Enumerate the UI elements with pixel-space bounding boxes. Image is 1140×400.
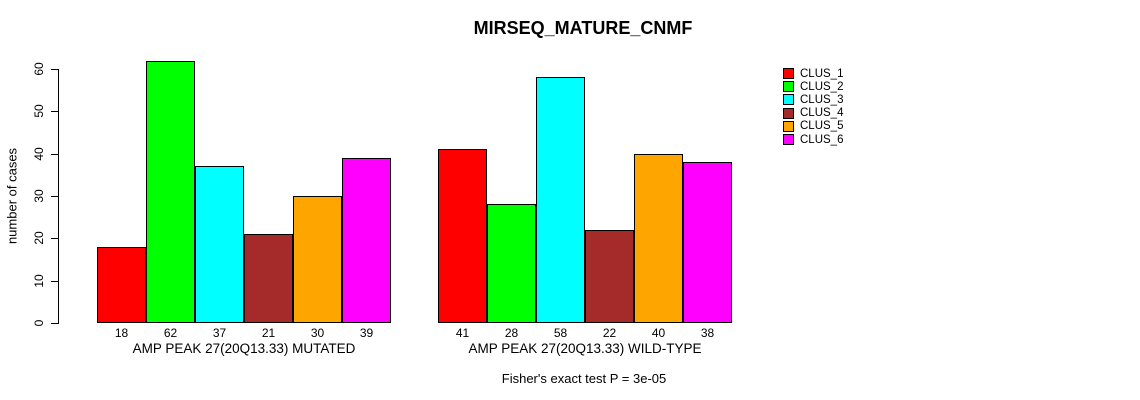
bar-clus_3-group2 [536,77,585,323]
legend-swatch-clus_5 [783,120,794,132]
legend-item-clus_5: CLUS_5 [783,120,843,133]
legend-swatch-clus_2 [783,81,794,93]
bar-clus_3-group1 [195,166,244,323]
group-label: AMP PEAK 27(20Q13.33) MUTATED [132,341,356,356]
legend-item-clus_1: CLUS_1 [783,67,843,80]
legend-label: CLUS_4 [800,107,844,120]
y-tick-label: 60 [32,62,46,76]
legend-item-clus_2: CLUS_2 [783,80,843,93]
y-axis-label: number of cases [4,147,20,245]
y-tick-mark [51,238,58,240]
bar-value-label: 28 [504,326,519,340]
bar-value-label: 22 [602,326,617,340]
bar-clus_4-group2 [585,229,634,323]
legend-item-clus_6: CLUS_6 [783,133,843,146]
legend-label: CLUS_3 [800,93,844,106]
bar-value-label: 58 [553,326,568,340]
y-tick-mark [51,153,58,155]
bar-clus_5-group2 [634,153,683,323]
y-tick-label: 10 [32,273,46,288]
bar-value-label: 62 [163,326,178,340]
bar-value-label: 37 [212,326,227,340]
bar-clus_6-group1 [342,157,391,323]
bar-clus_2-group1 [146,60,195,323]
footnote-fisher-test: Fisher's exact test P = 3e-05 [501,371,667,386]
legend-item-clus_4: CLUS_4 [783,107,843,120]
chart-title: MIRSEQ_MATURE_CNMF [473,18,693,38]
y-tick-mark [51,323,58,324]
legend-swatch-clus_3 [783,94,794,106]
bar-value-label: 30 [310,326,325,340]
bar-clus_1-group1 [97,246,146,323]
legend-swatch-clus_4 [783,107,794,119]
bar-value-label: 38 [700,326,715,340]
legend-item-clus_3: CLUS_3 [783,93,843,106]
y-tick-mark [51,280,58,282]
group-label: AMP PEAK 27(20Q13.33) WILD-TYPE [468,341,702,356]
legend-swatch-clus_6 [783,134,794,145]
y-tick-label: 30 [32,189,46,203]
legend-label: CLUS_5 [800,120,844,133]
y-tick-label: 0 [32,319,46,327]
y-tick-mark [51,111,58,113]
y-axis [58,69,59,324]
bar-clus_6-group2 [683,162,732,323]
bar-value-label: 40 [651,326,666,340]
bar-clus_5-group1 [293,196,342,323]
bar-clus_4-group1 [244,234,293,323]
legend-label: CLUS_6 [800,133,844,146]
legend-swatch-clus_1 [783,68,794,79]
y-tick-label: 40 [32,146,46,161]
bar-value-label: 41 [455,326,470,340]
bar-value-label: 21 [261,326,276,340]
y-tick-label: 50 [32,104,46,119]
legend-label: CLUS_2 [800,80,844,93]
bar-value-label: 39 [359,326,374,340]
bar-clus_1-group2 [438,149,487,323]
bar-clus_2-group2 [487,204,536,323]
legend-label: CLUS_1 [800,67,844,80]
bar-value-label: 18 [114,326,129,340]
y-tick-mark [51,69,58,70]
y-tick-label: 20 [32,231,46,246]
y-tick-mark [51,196,58,197]
